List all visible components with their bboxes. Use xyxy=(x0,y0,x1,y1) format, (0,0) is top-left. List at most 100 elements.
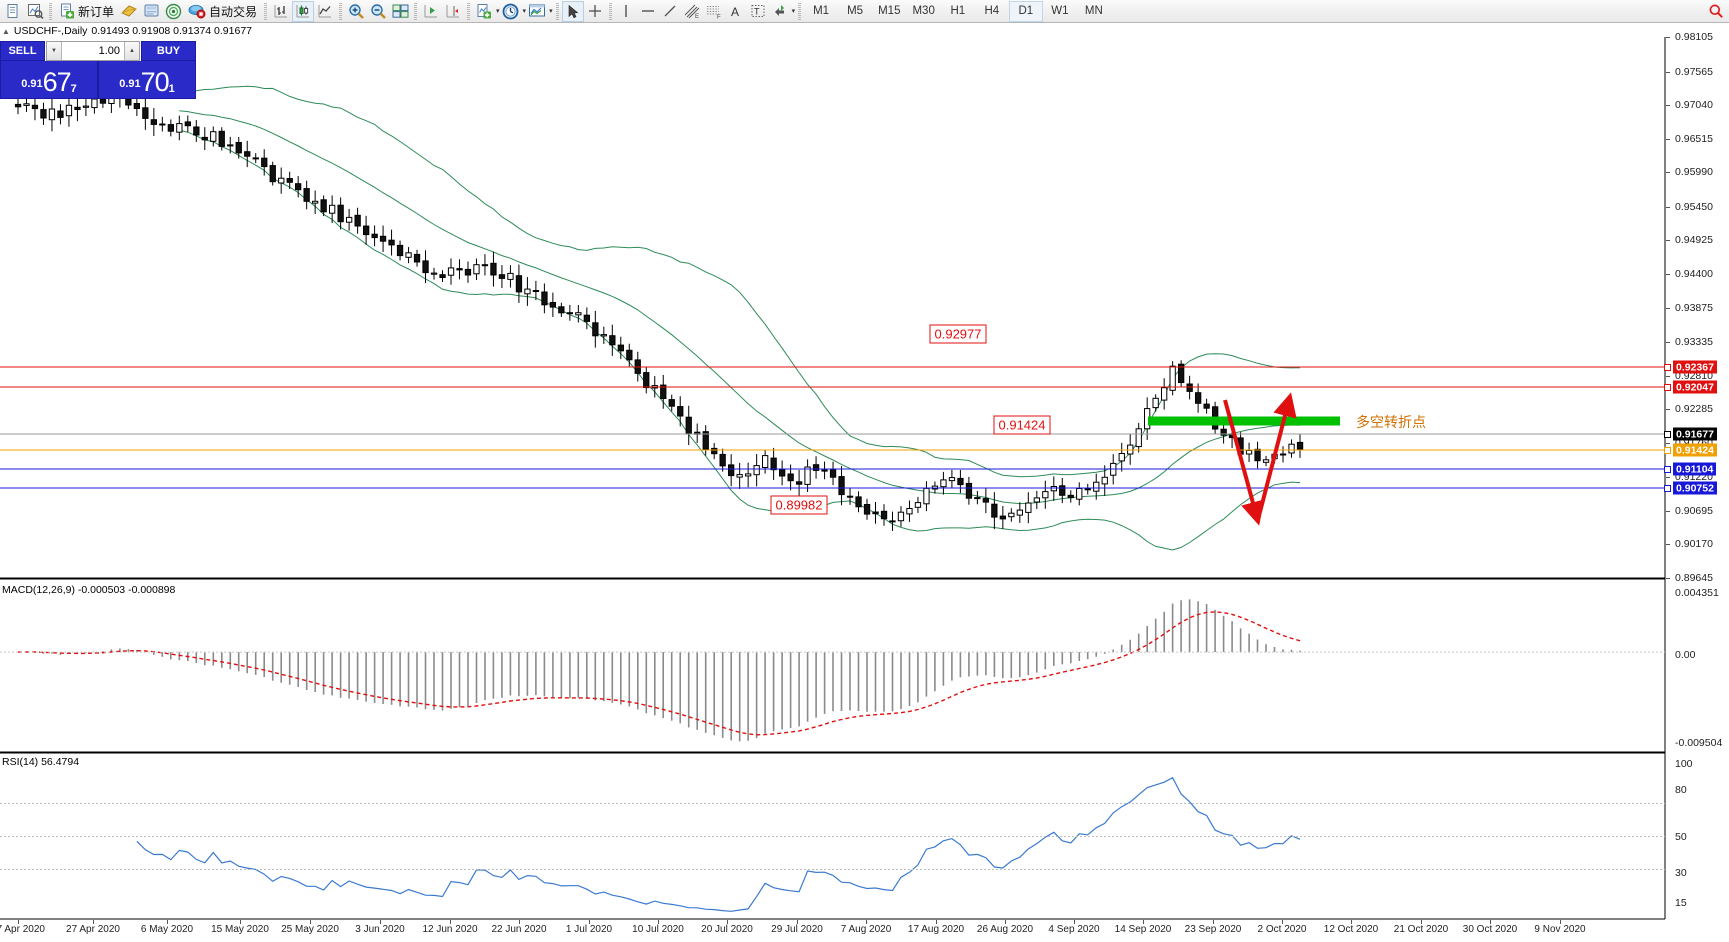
toolbar-separator xyxy=(608,2,612,20)
timeframe-m5[interactable]: M5 xyxy=(847,5,864,17)
timeframe-mn[interactable]: MN xyxy=(1084,5,1103,17)
crosshair-icon[interactable] xyxy=(584,1,606,22)
sell-button[interactable]: SELL xyxy=(0,41,45,61)
date-axis-tick xyxy=(18,920,19,924)
buy-price-sup: 1 xyxy=(168,83,175,95)
templates-icon[interactable] xyxy=(473,1,495,22)
cursor-icon[interactable] xyxy=(561,0,584,22)
one-click-trading-panel: SELL ▼ 1.00 ▲ BUY 0.91 67 7 0.91 70 1 xyxy=(0,41,196,99)
chart-shift-icon[interactable] xyxy=(442,1,464,22)
sell-price-big: 67 xyxy=(42,67,72,97)
buy-price-display[interactable]: 0.91 70 1 xyxy=(98,61,196,99)
oct-top-row: SELL ▼ 1.00 ▲ BUY xyxy=(0,41,196,61)
periodicity-clock-icon[interactable] xyxy=(500,1,522,22)
chart-text-note[interactable]: 多空转折点 xyxy=(1356,414,1426,430)
buy-button[interactable]: BUY xyxy=(141,41,196,61)
date-axis[interactable]: 17 Apr 2020 27 Apr 2020 6 May 2020 15 May 2… xyxy=(0,920,1665,942)
price-level-tag[interactable]: 0.92047 xyxy=(1664,380,1717,394)
signals-icon[interactable] xyxy=(162,1,184,22)
price-callout-label[interactable]: 0.89982 xyxy=(770,495,828,515)
price-level-handle[interactable] xyxy=(1664,383,1671,391)
new-order-button[interactable]: 新订单 xyxy=(55,1,118,22)
date-axis-tick xyxy=(240,920,241,924)
collapse-icon[interactable]: ▲ xyxy=(2,26,10,36)
volume-increment-icon[interactable]: ▲ xyxy=(124,42,139,60)
text-icon[interactable]: A xyxy=(725,1,747,22)
metaeditor-icon[interactable] xyxy=(118,1,140,22)
vertical-line-icon[interactable] xyxy=(615,1,637,22)
price-callout-label[interactable]: 0.91424 xyxy=(993,415,1051,435)
volume-decrement-icon[interactable]: ▼ xyxy=(47,42,62,60)
toolbar-separator xyxy=(555,2,559,20)
candlestick-chart-icon[interactable] xyxy=(292,0,315,22)
date-axis-tick-label: 9 Nov 2020 xyxy=(1534,924,1586,935)
date-axis-tick xyxy=(310,920,311,924)
price-level-tag[interactable]: 0.91677 xyxy=(1664,427,1717,441)
price-callout-label[interactable]: 0.92977 xyxy=(929,324,987,344)
chevron-down-icon[interactable]: ▾ xyxy=(496,8,500,15)
svg-text:T: T xyxy=(754,7,760,17)
price-axis-tick xyxy=(1666,544,1670,546)
autotrading-button[interactable]: 自动交易 xyxy=(184,1,261,22)
timeframe-d1[interactable]: D1 xyxy=(1008,0,1043,22)
timeframe-m30[interactable]: M30 xyxy=(912,5,935,17)
equidistant-channel-icon[interactable]: E xyxy=(681,1,703,22)
date-axis-tick xyxy=(1490,920,1491,924)
timeframe-m15[interactable]: M15 xyxy=(878,5,901,17)
price-axis-tick-label: 0.93875 xyxy=(1675,301,1713,314)
price-level-handle[interactable] xyxy=(1664,446,1671,454)
down-move-arrow[interactable] xyxy=(1223,399,1265,526)
up-move-arrow[interactable] xyxy=(1258,392,1297,513)
toolbar-separator xyxy=(414,2,418,20)
price-level-tag[interactable]: 0.92367 xyxy=(1664,360,1717,374)
terminal-icon[interactable] xyxy=(140,1,162,22)
symbol-period-label: USDCHF-,Daily xyxy=(13,25,88,37)
search-icon[interactable] xyxy=(1705,1,1727,22)
fibonacci-retracement-icon[interactable]: F xyxy=(703,1,725,22)
chevron-down-icon[interactable]: ▾ xyxy=(791,8,796,15)
date-axis-tick xyxy=(1005,920,1006,924)
volume-input[interactable]: 1.00 xyxy=(62,42,124,60)
bollinger-lower-band xyxy=(179,129,1301,551)
volume-stepper[interactable]: ▼ 1.00 ▲ xyxy=(46,41,140,61)
bar-chart-icon[interactable] xyxy=(270,1,292,22)
text-label-icon[interactable]: T xyxy=(747,1,769,22)
price-level-tag[interactable]: 0.91104 xyxy=(1664,462,1717,476)
rsi-indicator-title: RSI(14) 56.4794 xyxy=(2,756,80,768)
shapes-icon[interactable] xyxy=(769,1,791,22)
price-level-handle[interactable] xyxy=(1664,363,1671,371)
toolbar-separator xyxy=(49,2,52,20)
price-level-tag[interactable]: 0.91424 xyxy=(1664,443,1717,457)
price-level-handle[interactable] xyxy=(1664,430,1671,438)
price-axis-tick-label: 0.97040 xyxy=(1675,99,1713,112)
rsi-axis-tick-label: 100 xyxy=(1675,757,1693,770)
tile-windows-icon[interactable] xyxy=(389,1,411,22)
chevron-down-icon[interactable]: ▾ xyxy=(522,8,527,15)
trendline-icon[interactable] xyxy=(659,1,681,22)
zoom-in-icon[interactable] xyxy=(345,1,367,22)
timeframe-m1[interactable]: M1 xyxy=(813,5,830,17)
zoom-out-icon[interactable] xyxy=(367,1,389,22)
rsi-axis-tick-label: 50 xyxy=(1675,830,1687,843)
date-axis-tick-label: 25 May 2020 xyxy=(281,924,339,935)
chevron-down-icon[interactable]: ▾ xyxy=(549,8,553,15)
timeframe-w1[interactable]: W1 xyxy=(1051,5,1069,17)
chart-list-icon[interactable] xyxy=(24,1,46,22)
timeframe-h1[interactable]: H1 xyxy=(950,5,966,17)
new-order-label: 新订单 xyxy=(78,4,115,19)
new-chart-icon[interactable] xyxy=(2,1,24,22)
price-axis-tick xyxy=(1666,172,1670,174)
price-level-tag[interactable]: 0.90752 xyxy=(1664,481,1717,495)
sell-price-display[interactable]: 0.91 67 7 xyxy=(0,61,98,99)
timeframe-h4[interactable]: H4 xyxy=(984,5,1000,17)
indicators-icon[interactable] xyxy=(526,1,548,22)
price-level-handle[interactable] xyxy=(1664,465,1671,473)
date-axis-tick-label: 6 May 2020 xyxy=(140,924,194,935)
bollinger-middle-band xyxy=(179,110,1301,505)
price-level-handle[interactable] xyxy=(1664,484,1671,492)
line-chart-icon[interactable] xyxy=(314,1,336,22)
horizontal-line-icon[interactable] xyxy=(637,1,659,22)
price-axis-tick xyxy=(1666,409,1670,411)
auto-scroll-icon[interactable] xyxy=(420,1,442,22)
